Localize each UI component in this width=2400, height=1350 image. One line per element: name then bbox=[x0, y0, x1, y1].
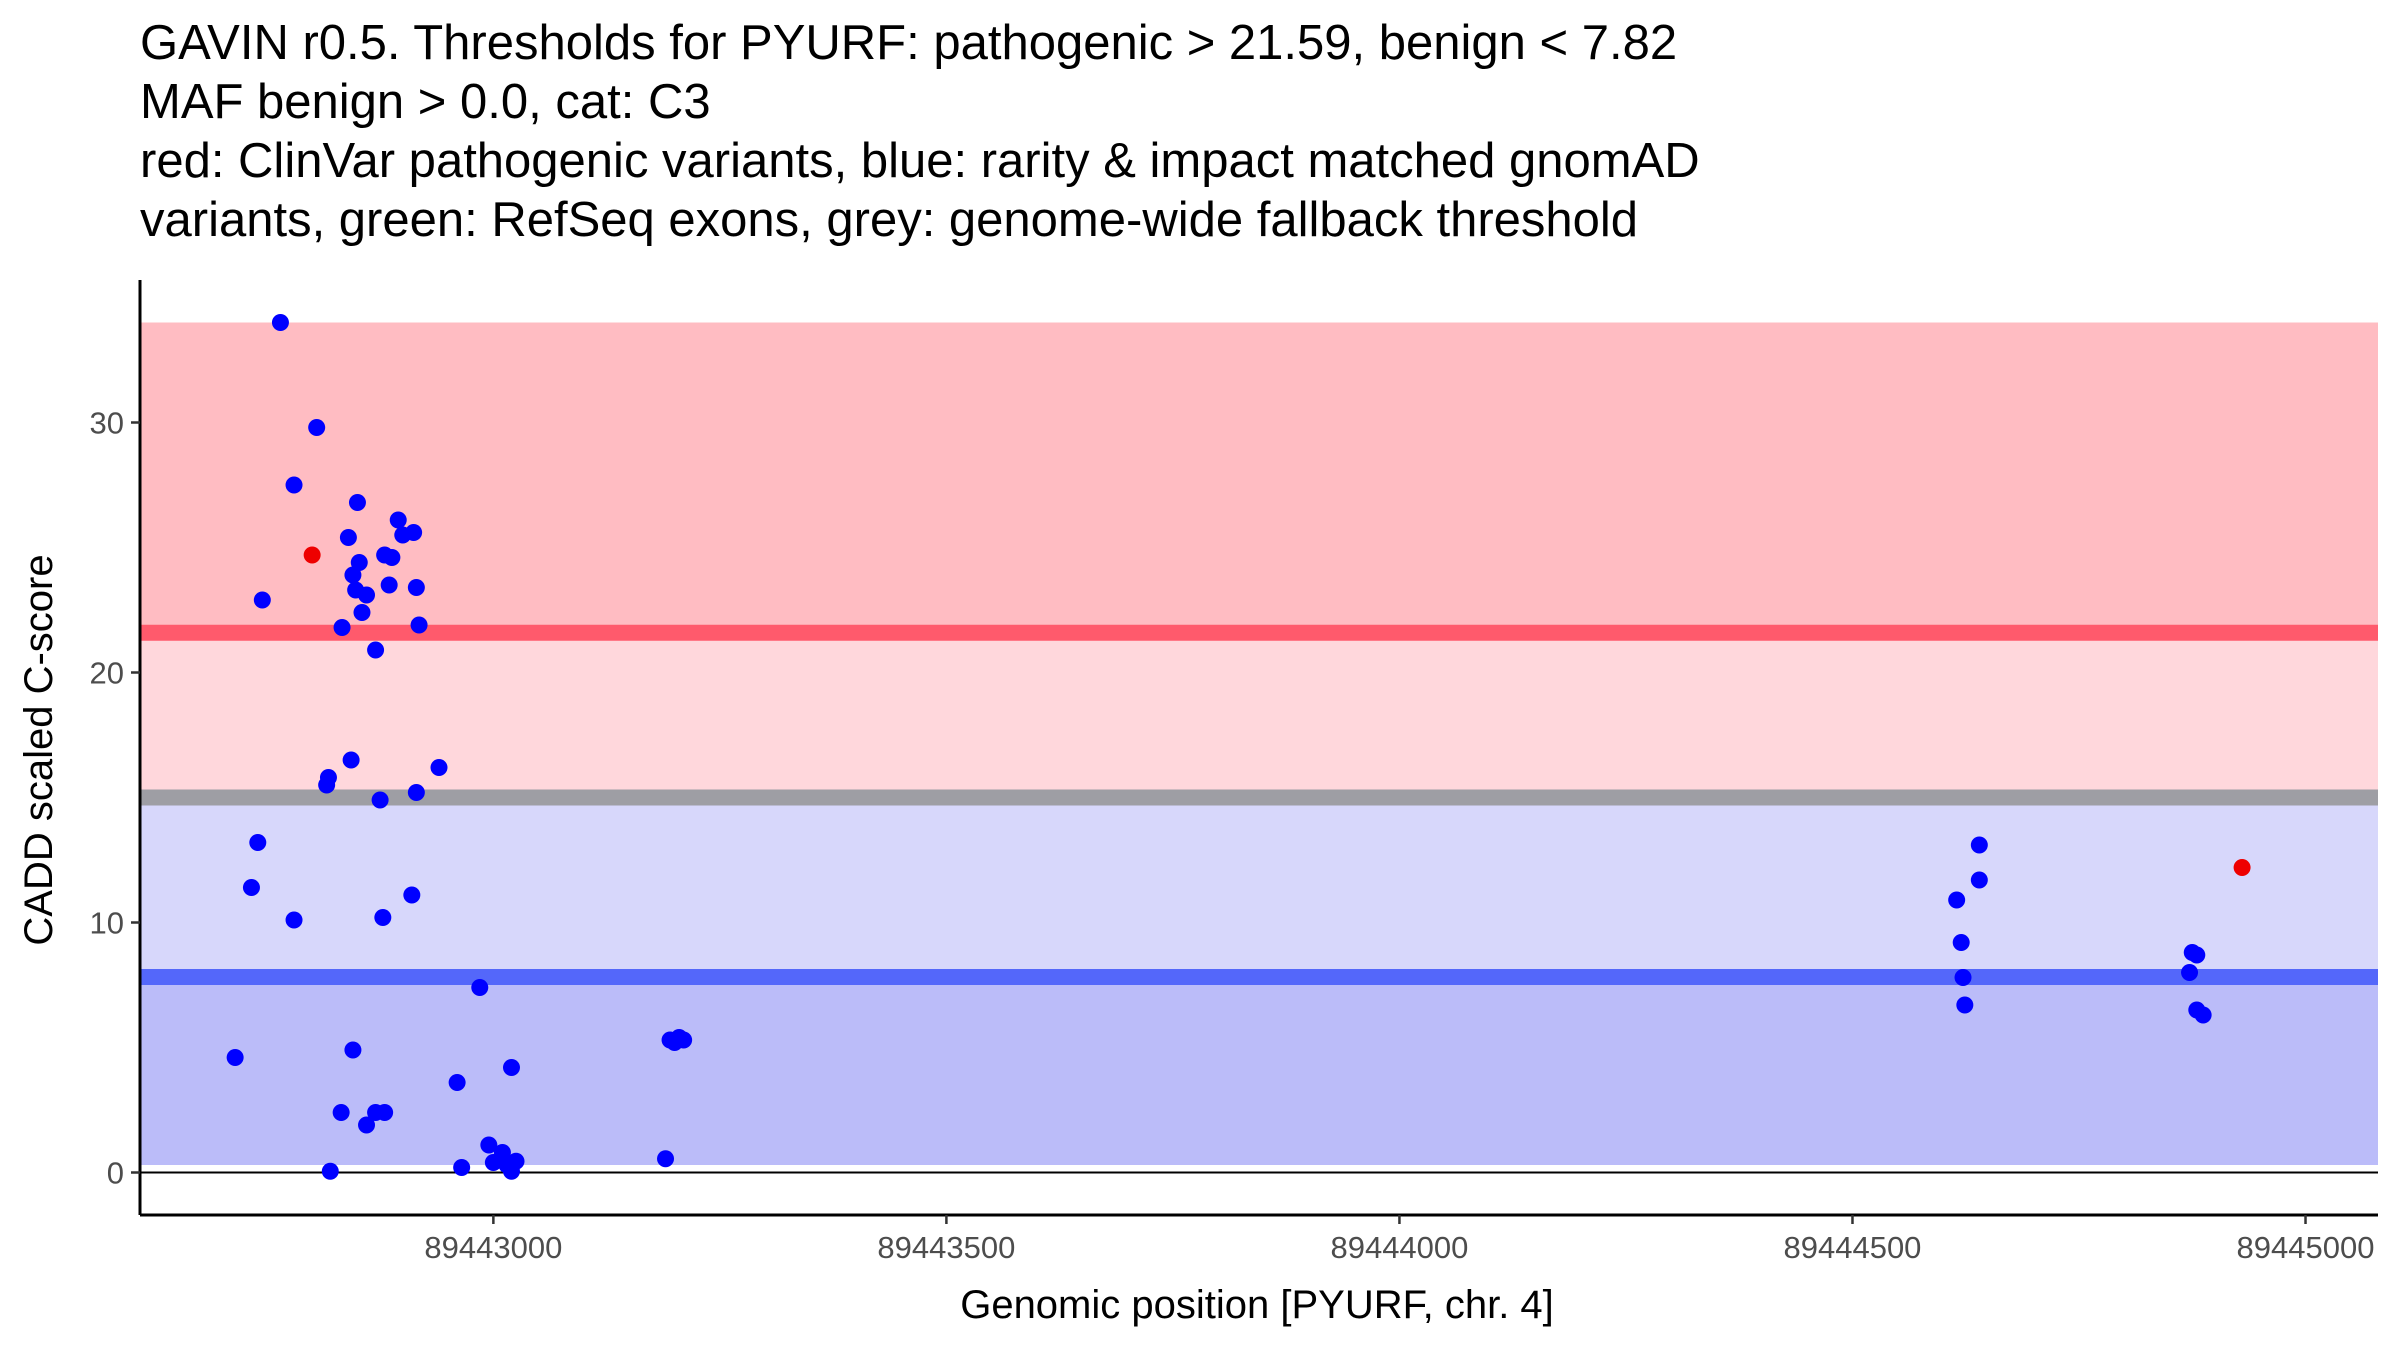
gnomad-point bbox=[383, 549, 401, 566]
gnomad-point bbox=[453, 1159, 471, 1176]
clinvar-point bbox=[2233, 859, 2251, 876]
gnomad-point bbox=[1948, 891, 1966, 909]
gnomad-point bbox=[344, 1041, 362, 1059]
upper-fallback-zone bbox=[140, 632, 2378, 798]
y-tick-label: 10 bbox=[90, 906, 124, 941]
gnomad-point bbox=[249, 834, 267, 851]
gnomad-point bbox=[342, 751, 360, 769]
gnomad-point bbox=[507, 1152, 525, 1170]
gnomad-point bbox=[1970, 836, 1988, 854]
gnomad-point bbox=[403, 886, 421, 904]
title-line-4: variants, green: RefSeq exons, grey: gen… bbox=[140, 193, 1639, 247]
gnomad-point bbox=[285, 476, 303, 494]
gnomad-point bbox=[374, 909, 392, 926]
gnomad-point bbox=[358, 1116, 376, 1134]
gnomad-point bbox=[405, 524, 423, 541]
gnomad-point bbox=[657, 1150, 675, 1168]
gnomad-point bbox=[480, 1136, 498, 1154]
gnomad-point bbox=[410, 616, 428, 634]
gnomad-point bbox=[367, 641, 385, 659]
gnomad-point bbox=[2188, 946, 2206, 964]
clinvar-point bbox=[303, 546, 321, 564]
gnomad-point bbox=[371, 791, 389, 809]
x-tick-label: 89444500 bbox=[1784, 1230, 1922, 1265]
gnomad-point bbox=[471, 979, 489, 996]
title-line-1: GAVIN r0.5. Thresholds for PYURF: pathog… bbox=[140, 16, 1678, 70]
gnomad-point bbox=[271, 314, 289, 331]
gnomad-point bbox=[348, 494, 366, 511]
gnomad-point bbox=[2194, 1006, 2212, 1024]
gnomad-point bbox=[1952, 934, 1970, 951]
gnomad-point bbox=[1954, 969, 1972, 986]
gnomad-point bbox=[1970, 871, 1988, 889]
gnomad-point bbox=[253, 591, 271, 609]
gnomad-point bbox=[226, 1049, 244, 1066]
y-axis-title: CADD scaled C-score bbox=[17, 554, 61, 945]
gnomad-point bbox=[308, 419, 326, 436]
gnomad-point bbox=[321, 1162, 339, 1180]
gnomad-point bbox=[339, 529, 357, 546]
x-tick-label: 89445000 bbox=[2237, 1230, 2375, 1265]
gnomad-point bbox=[376, 1104, 394, 1121]
gnomad-point bbox=[407, 579, 425, 596]
gnomad-point bbox=[430, 759, 448, 776]
gnomad-point bbox=[448, 1074, 466, 1091]
gnomad-point bbox=[1956, 996, 1974, 1014]
y-tick-label: 20 bbox=[90, 656, 124, 691]
gnomad-point bbox=[347, 581, 365, 599]
gnomad-point bbox=[344, 566, 362, 584]
x-tick-label: 89443000 bbox=[424, 1230, 562, 1265]
gnomad-point bbox=[350, 554, 368, 571]
gnomad-point bbox=[502, 1059, 520, 1076]
gnomad-point bbox=[389, 511, 407, 529]
x-tick-label: 89444000 bbox=[1330, 1230, 1468, 1265]
gnomad-point bbox=[407, 784, 425, 801]
title-line-3: red: ClinVar pathogenic variants, blue: … bbox=[140, 134, 1700, 188]
gnomad-point bbox=[332, 1104, 350, 1121]
benign-zone bbox=[140, 977, 2378, 1165]
gnomad-point bbox=[333, 619, 351, 636]
gnomad-point bbox=[285, 911, 303, 929]
y-tick-label: 0 bbox=[107, 1156, 124, 1191]
x-tick-label: 89443500 bbox=[877, 1230, 1015, 1265]
chart-title: GAVIN r0.5. Thresholds for PYURF: pathog… bbox=[140, 14, 1700, 250]
y-tick-label: 30 bbox=[90, 406, 124, 441]
gnomad-point bbox=[380, 576, 398, 594]
gnomad-point bbox=[2181, 964, 2199, 981]
gnomad-point bbox=[318, 776, 336, 794]
gnomad-point bbox=[675, 1031, 693, 1049]
gnomad-point bbox=[242, 879, 260, 896]
lower-fallback-zone bbox=[140, 797, 2378, 977]
pathogenic-zone bbox=[140, 322, 2378, 633]
title-line-2: MAF benign > 0.0, cat: C3 bbox=[140, 75, 711, 129]
x-axis-title: Genomic position [PYURF, chr. 4] bbox=[960, 1283, 1554, 1327]
gnomad-point bbox=[353, 604, 371, 621]
